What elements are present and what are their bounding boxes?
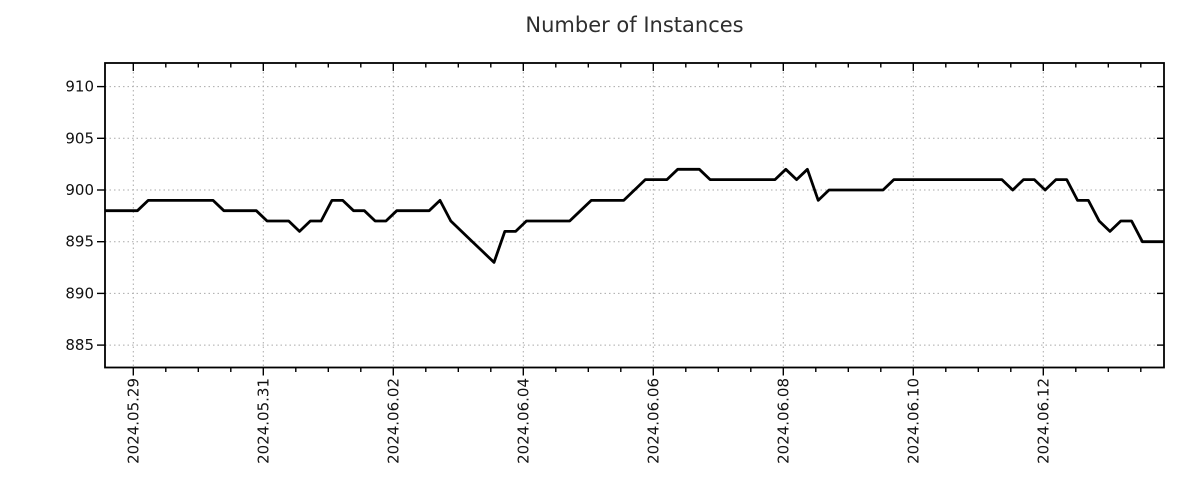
y-tick-label: 910: [65, 78, 94, 96]
y-tick-label: 905: [65, 129, 94, 147]
grid-lines: [105, 63, 1164, 368]
y-tick-label: 895: [65, 233, 94, 251]
series-line: [105, 167, 1164, 264]
plot-frame: [104, 62, 1165, 369]
y-tick-label: 890: [65, 284, 94, 302]
x-tick-label: 2024.06.10: [904, 378, 922, 464]
y-tick-labels: 910 905 900 895 890 885: [65, 78, 94, 355]
chart-title: Number of Instances: [525, 13, 744, 37]
x-tick-labels: 2024.05.29 2024.05.31 2024.06.02 2024.06.04…: [124, 378, 1052, 464]
x-tick-label: 2024.06.04: [514, 378, 532, 464]
x-tick-label: 2024.06.02: [384, 378, 402, 464]
x-tick-label: 2024.06.08: [774, 378, 792, 464]
x-tick-label: 2024.06.06: [644, 378, 662, 464]
x-tick-label: 2024.05.29: [124, 378, 142, 464]
y-tick-label: 885: [65, 336, 94, 354]
axis-ticks: [97, 63, 1164, 376]
x-tick-label: 2024.06.12: [1034, 378, 1052, 464]
x-tick-label: 2024.05.31: [254, 378, 272, 464]
y-tick-label: 900: [65, 181, 94, 199]
